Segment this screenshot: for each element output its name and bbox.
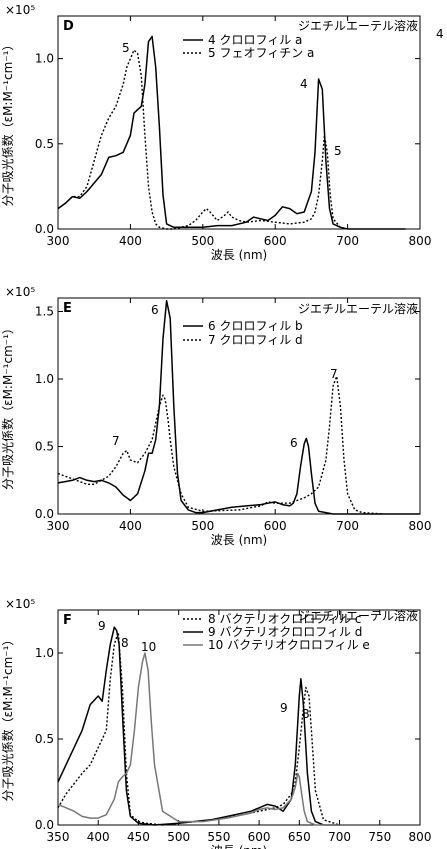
x-tick-label: 700 <box>336 519 359 533</box>
peak-label-5: 5 <box>122 41 130 55</box>
legend-label-10: 10 バクテリオクロロフィル e <box>208 638 370 652</box>
peak-label-6: 6 <box>151 303 159 317</box>
y-tick-label: 0.0 <box>35 507 54 521</box>
legend-label-5: 5 フェオフィチン a <box>208 46 314 60</box>
x-tick-label: 750 <box>368 830 391 844</box>
y-axis-label: 分子吸光係数（εM:M⁻¹cm⁻¹） <box>0 39 15 207</box>
y-tick-label: 1.0 <box>35 52 54 66</box>
x-tick-label: 300 <box>47 234 70 248</box>
y-tick-label: 0.0 <box>35 222 54 236</box>
x-tick-label: 350 <box>47 830 70 844</box>
series-line-5 <box>57 49 348 230</box>
solvent-note: ジエチルエーテル溶液 <box>298 18 418 33</box>
panel-F: 350 400 450 500 550 600 650 700 750 800 0.0 0.5 1.0 ×… <box>0 597 431 849</box>
series-line-9 <box>57 626 340 826</box>
panel-letter: E <box>63 301 72 316</box>
peak-label-9: 9 <box>280 701 288 715</box>
series-line-4 <box>57 35 406 230</box>
y-multiplier: ×10⁵ <box>5 597 35 611</box>
x-axis-label: 波長 (nm) <box>211 248 267 262</box>
solvent-note: ジエチルエーテル溶液 <box>298 301 418 316</box>
y-axis-label: 分子吸光係数（εM:M⁻¹cm⁻¹） <box>0 634 15 802</box>
x-tick-label: 800 <box>409 234 432 248</box>
plot-frame <box>57 609 421 826</box>
x-tick-label: 600 <box>264 234 287 248</box>
y-tick-label: 0.5 <box>35 732 54 746</box>
panel-letter: D <box>63 19 74 34</box>
peak-label-9: 9 <box>98 619 106 633</box>
x-tick-label: 550 <box>207 830 230 844</box>
peak-label-7: 7 <box>330 367 338 381</box>
y-multiplier: ×10⁵ <box>5 3 35 17</box>
y-tick-label: 0.5 <box>35 440 54 454</box>
peak-label-6: 6 <box>290 436 298 450</box>
x-tick-label: 700 <box>336 234 359 248</box>
legend-label-4: 4 クロロフィル a <box>208 33 302 47</box>
x-tick-label: 800 <box>409 830 432 844</box>
peak-label-4: 4 <box>436 27 444 41</box>
solvent-note: ジエチルエーテル溶液 <box>298 608 418 623</box>
y-multiplier: ×10⁵ <box>5 285 35 299</box>
x-tick-label: 400 <box>119 519 142 533</box>
peak-label-4: 4 <box>300 77 308 91</box>
peak-label-7: 7 <box>112 434 120 448</box>
peak-label-5: 5 <box>334 144 342 158</box>
x-tick-label: 400 <box>119 234 142 248</box>
legend-label-8: 8 バクテリオクロロフィル c <box>208 612 361 626</box>
legend-label-9: 9 バクテリオクロロフィル d <box>208 625 362 639</box>
plot-frame <box>57 15 421 230</box>
plot-frame <box>57 297 421 515</box>
x-tick-label: 700 <box>328 830 351 844</box>
x-tick-label: 500 <box>191 234 214 248</box>
y-axis-label: 分子吸光係数（εM:M⁻¹cm⁻¹） <box>0 322 15 490</box>
panel-letter: F <box>63 613 72 628</box>
peak-label-10: 10 <box>141 640 156 654</box>
x-tick-label: 300 <box>47 519 70 533</box>
y-tick-label: 0.0 <box>35 818 54 832</box>
series-line-7 <box>57 375 384 515</box>
x-axis-label: 波長 (nm) <box>211 533 267 547</box>
x-tick-label: 650 <box>288 830 311 844</box>
series-line-6 <box>57 299 420 515</box>
peak-label-8: 8 <box>121 636 129 650</box>
x-tick-label: 400 <box>87 830 110 844</box>
legend-label-7: 7 クロロフィル d <box>208 333 303 347</box>
x-tick-label: 450 <box>127 830 150 844</box>
x-axis-label: 波長 (nm) <box>211 844 267 849</box>
panel-E: 300 400 500 600 700 800 0.0 0.5 1.0 1.5×10⁵ E ジエチルエ… <box>0 285 431 547</box>
peak-label-8: 8 <box>302 707 310 721</box>
legend-label-6: 6 クロロフィル b <box>208 319 303 333</box>
x-tick-label: 600 <box>248 830 271 844</box>
x-tick-label: 600 <box>264 519 287 533</box>
y-tick-label: 1.0 <box>35 372 54 386</box>
series-line-10 <box>57 652 340 826</box>
y-tick-label: 1.0 <box>35 646 54 660</box>
panel-D: 300 400 500 600 700 800 0.0 0.5 1.0 ×10⁵ D ジエチルエーテル… <box>0 3 444 262</box>
x-tick-label: 800 <box>409 519 432 533</box>
y-tick-label: 0.5 <box>35 137 54 151</box>
x-tick-label: 500 <box>167 830 190 844</box>
x-tick-label: 500 <box>191 519 214 533</box>
y-tick-label: 1.5 <box>35 305 54 319</box>
